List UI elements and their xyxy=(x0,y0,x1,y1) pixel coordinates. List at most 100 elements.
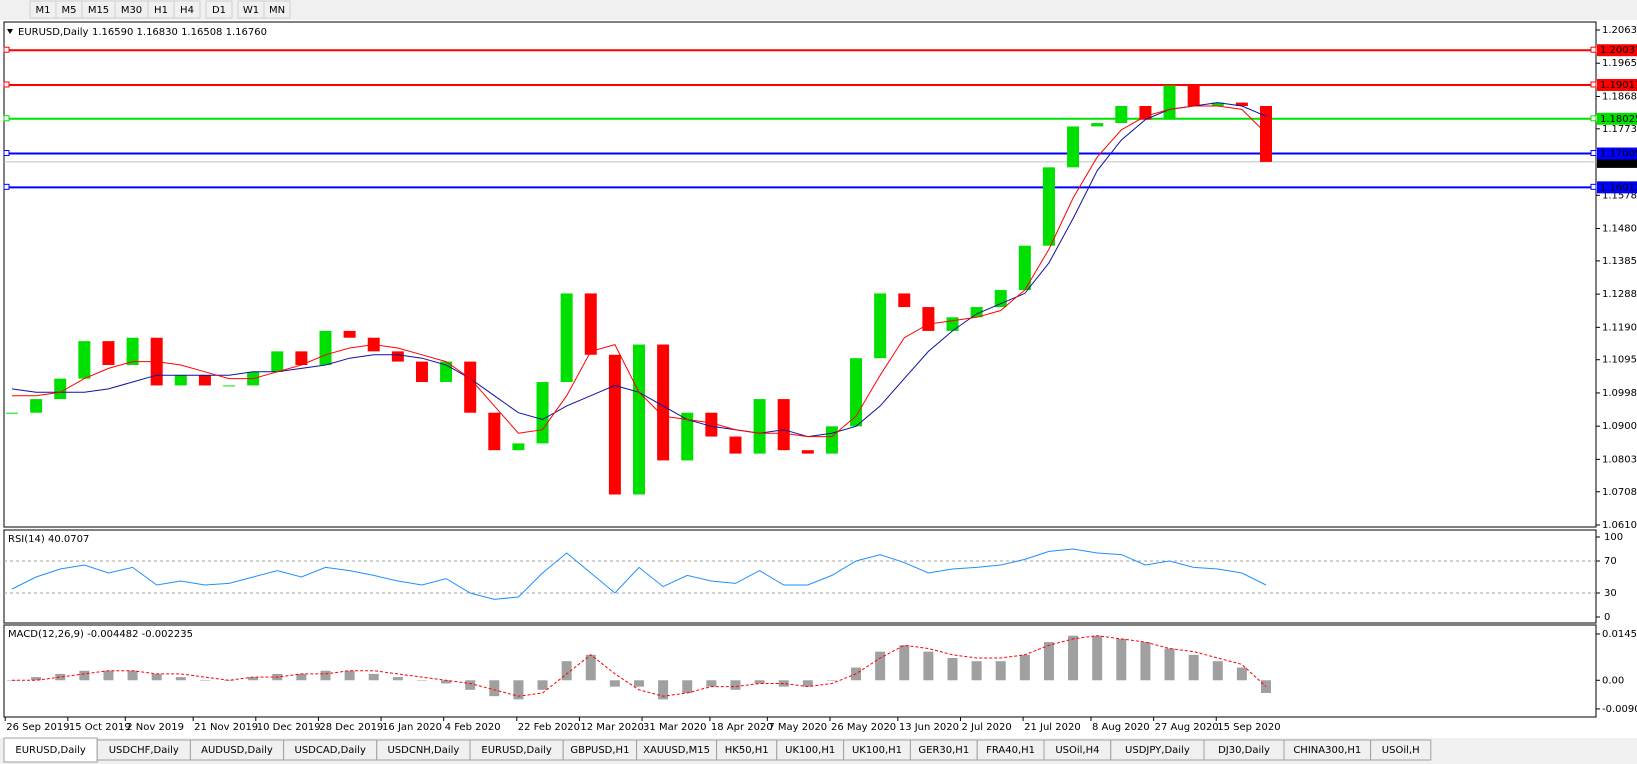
chart-tab-label[interactable]: EURUSD,Daily xyxy=(481,745,552,756)
chart-tab-label[interactable]: DJ30,Daily xyxy=(1218,745,1270,756)
chart-tab-label[interactable]: GBPUSD,H1 xyxy=(570,745,629,756)
candle xyxy=(512,443,525,451)
date-label: 10 Dec 2019 xyxy=(257,722,321,733)
candle xyxy=(705,412,718,437)
timeframe-button[interactable] xyxy=(263,0,291,19)
chart-window xyxy=(0,20,1637,738)
level-label-box xyxy=(1597,44,1637,57)
macd-bar xyxy=(730,680,741,690)
macd-label: MACD(12,26,9) -0.004482 -0.002235 xyxy=(8,629,193,640)
chart-tab-label[interactable]: USDCNH,Daily xyxy=(387,745,459,756)
timeframe-label[interactable]: MN xyxy=(269,5,285,16)
chart-tab-label[interactable]: XAUUSD,M15 xyxy=(643,745,710,756)
macd-bar xyxy=(899,645,910,681)
macd-bar xyxy=(344,670,355,681)
candle xyxy=(536,382,549,444)
chart-tab-label[interactable]: EURUSD,Daily xyxy=(15,745,86,756)
macd-bar xyxy=(175,677,186,681)
timeframe-label[interactable]: M1 xyxy=(36,5,51,16)
candle xyxy=(102,341,115,365)
menu-arrow[interactable] xyxy=(7,29,13,34)
macd-bar xyxy=(441,680,452,684)
candle xyxy=(343,330,356,338)
candle xyxy=(850,358,863,427)
chart-tab-label[interactable]: HK50,H1 xyxy=(725,745,769,756)
level-handle[interactable] xyxy=(3,150,10,157)
date-label: 12 Mar 2020 xyxy=(580,722,643,733)
macd-bar xyxy=(634,680,644,687)
chart-tab-label[interactable]: USDJPY,Daily xyxy=(1125,745,1190,756)
candle xyxy=(970,307,983,318)
chart-tab-label[interactable]: USDCHF,Daily xyxy=(109,745,179,756)
level-handle[interactable] xyxy=(3,81,10,88)
date-label: 31 Mar 2020 xyxy=(643,722,706,733)
date-label: 2 Jul 2020 xyxy=(961,722,1011,733)
level-label-box xyxy=(1597,112,1637,125)
chart-tab-label[interactable]: AUDUSD,Daily xyxy=(201,745,273,756)
macd-bar xyxy=(513,680,524,700)
timeframe-button[interactable] xyxy=(173,0,201,19)
candle xyxy=(584,293,597,355)
level-handle[interactable] xyxy=(1590,46,1597,53)
macd-bar xyxy=(248,677,259,681)
macd-bar xyxy=(1116,638,1127,681)
level-handle[interactable] xyxy=(3,183,10,190)
macd-tick-label: 0.014556 xyxy=(1602,629,1637,640)
macd-bar xyxy=(585,654,596,681)
timeframe-label[interactable]: W1 xyxy=(243,5,259,16)
price-tick-label: 1.15780 xyxy=(1602,190,1637,201)
macd-bar xyxy=(296,673,307,681)
level-handle[interactable] xyxy=(3,115,10,122)
candle xyxy=(488,412,501,451)
price-tick-label: 1.09980 xyxy=(1602,388,1637,399)
candle xyxy=(1091,123,1104,127)
candle xyxy=(30,399,43,413)
candle xyxy=(198,375,211,386)
macd-bar xyxy=(1068,635,1079,681)
macd-bar xyxy=(754,680,765,684)
chart-tab-label[interactable]: USDCAD,Daily xyxy=(295,745,366,756)
chart-tab-label[interactable]: USOil,H4 xyxy=(1055,745,1099,756)
level-handle[interactable] xyxy=(1590,81,1597,88)
timeframe-label[interactable]: D1 xyxy=(212,5,226,16)
date-label: 13 Jun 2020 xyxy=(899,722,959,733)
macd-bar xyxy=(826,680,837,681)
moving-average-fast xyxy=(12,105,1267,438)
macd-bar xyxy=(31,677,42,681)
macd-bar xyxy=(802,680,813,687)
timeframe-label[interactable]: H4 xyxy=(180,5,194,16)
macd-bar xyxy=(79,670,90,681)
level-handle[interactable] xyxy=(1590,150,1597,157)
candle xyxy=(825,426,838,454)
timeframe-button[interactable] xyxy=(205,0,233,19)
chart-tab-label[interactable]: CHINA300,H1 xyxy=(1293,745,1361,756)
candle xyxy=(729,436,742,454)
timeframe-label[interactable]: M30 xyxy=(121,5,142,16)
rsi-tick-label: 100 xyxy=(1604,532,1623,543)
chart-tab-label[interactable]: USOil,H xyxy=(1382,745,1420,756)
macd-panel xyxy=(3,624,1597,718)
level-handle[interactable] xyxy=(1590,183,1597,190)
candle xyxy=(1067,126,1080,168)
chart-tab[interactable] xyxy=(1370,739,1432,761)
date-label: 26 Sep 2019 xyxy=(6,722,69,733)
chart-tab[interactable] xyxy=(3,737,98,763)
timeframe-label[interactable]: M5 xyxy=(62,5,77,16)
price-tick-label: 1.09005 xyxy=(1602,421,1637,432)
candle xyxy=(1018,245,1031,291)
timeframe-label[interactable]: M15 xyxy=(88,5,109,16)
chart-tab-label[interactable]: GER30,H1 xyxy=(918,745,969,756)
timeframe-label[interactable]: H1 xyxy=(154,5,168,16)
level-handle[interactable] xyxy=(3,46,10,53)
level-handle[interactable] xyxy=(1590,115,1597,122)
candle xyxy=(633,344,645,495)
chart-tab-label[interactable]: FRA40,H1 xyxy=(986,745,1035,756)
chart-tab-label[interactable]: UK100,H1 xyxy=(785,745,835,756)
macd-bar xyxy=(151,673,162,681)
candle xyxy=(319,330,332,365)
chart-tab-label[interactable]: UK100,H1 xyxy=(852,745,902,756)
price-tick-label: 1.10955 xyxy=(1602,355,1637,366)
candle xyxy=(994,290,1007,308)
candle xyxy=(1235,102,1248,106)
macd-tick-label: 0.00 xyxy=(1602,675,1624,686)
